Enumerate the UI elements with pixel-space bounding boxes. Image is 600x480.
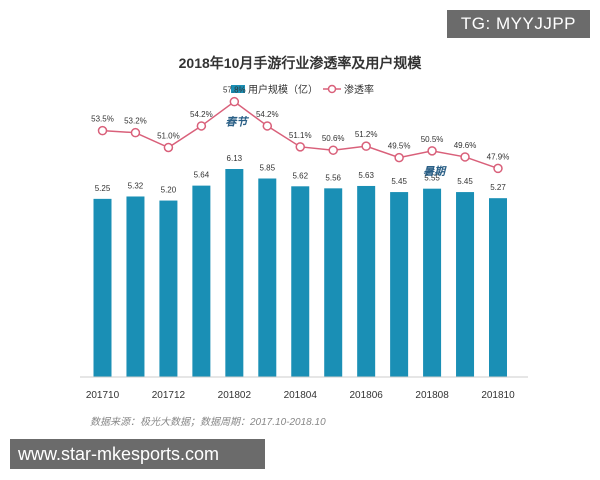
- bar-201801: [192, 185, 211, 377]
- x-tick-label-201710: 201710: [86, 390, 120, 401]
- bar-201807: [390, 192, 409, 377]
- chart-title: 2018年10月手游行业渗透率及用户规模: [179, 55, 423, 71]
- annotation-201808: 暑期: [423, 165, 447, 178]
- penetration-label-201802: 57.8%: [223, 86, 246, 95]
- penetration-point-201809: [460, 152, 470, 162]
- penetration-point-201803: [262, 121, 273, 131]
- bar-value-label-201809: 5.45: [457, 177, 473, 186]
- bar-value-label-201805: 5.56: [325, 173, 341, 182]
- penetration-label-201806: 51.2%: [355, 130, 378, 139]
- bar-201808: [423, 188, 442, 377]
- penetration-label-201710: 53.5%: [91, 115, 114, 124]
- penetration-label-201809: 49.6%: [454, 141, 477, 150]
- bar-201711: [126, 196, 145, 377]
- penetration-point-201802: [229, 96, 240, 107]
- source-note: 数据来源：极光大数据；数据周期：2017.10-2018.10: [90, 416, 326, 428]
- bar-201805: [324, 188, 343, 377]
- bar-value-label-201802: 6.13: [227, 154, 243, 163]
- x-tick-label-201804: 201804: [284, 390, 318, 401]
- bar-value-label-201807: 5.45: [391, 177, 407, 186]
- penetration-label-201804: 51.1%: [289, 131, 312, 140]
- bar-value-label-201803: 5.85: [260, 164, 276, 173]
- bar-201802: [225, 169, 244, 377]
- penetration-label-201711: 53.2%: [124, 117, 147, 126]
- chart-legend: 用户规模（亿） 渗透率: [231, 83, 374, 96]
- penetration-label-201803: 54.2%: [256, 110, 279, 119]
- penetration-label-201808: 50.5%: [421, 135, 444, 144]
- penetration-line-layer: [97, 96, 503, 174]
- bar-201809: [456, 192, 475, 377]
- x-tick-label-201810: 201810: [481, 390, 515, 401]
- penetration-point-201810: [493, 163, 503, 174]
- x-tick-label-201802: 201802: [218, 390, 252, 401]
- x-tick-labels: 201710 201712 201802 201804 201806 201808 2018…: [86, 390, 515, 401]
- penetration-point-201710: [97, 125, 108, 136]
- penetration-label-201810: 47.9%: [487, 152, 510, 161]
- penetration-point-201805: [328, 145, 338, 155]
- tg-watermark-badge: TG: MYYJJPP: [446, 10, 590, 38]
- bar-201712: [159, 200, 178, 377]
- bar-value-label-201712: 5.20: [161, 186, 177, 195]
- penetration-point-201801: [196, 121, 207, 131]
- bar-value-label-201810: 5.27: [490, 183, 506, 192]
- penetration-label-201712: 51.0%: [157, 132, 180, 141]
- bars-layer: [93, 169, 507, 377]
- annotation-201802: 春节: [225, 116, 249, 129]
- legend-label-line: 渗透率: [344, 83, 374, 96]
- legend-marker-line: [327, 84, 337, 94]
- penetration-point-201806: [361, 141, 371, 151]
- bar-value-label-201806: 5.63: [358, 171, 374, 180]
- penetration-point-201711: [130, 127, 141, 138]
- penetration-label-201807: 49.5%: [388, 142, 411, 151]
- bar-value-label-201710: 5.25: [95, 184, 111, 193]
- bar-201710: [93, 198, 112, 377]
- bar-value-label-201804: 5.62: [292, 171, 308, 180]
- bar-201810: [489, 198, 507, 377]
- bar-201803: [258, 178, 277, 377]
- penetration-label-201805: 50.6%: [322, 134, 345, 143]
- legend-swatch-bar: [231, 85, 245, 93]
- x-tick-label-201806: 201806: [349, 390, 383, 401]
- x-tick-label-201808: 201808: [415, 390, 449, 401]
- penetration-point-201804: [295, 142, 305, 152]
- bar-value-label-201808: 5.55: [424, 174, 440, 183]
- bar-201806: [357, 185, 376, 377]
- site-url-banner[interactable]: www.star-mkesports.com: [10, 439, 265, 469]
- bar-value-label-201801: 5.64: [194, 171, 210, 180]
- x-tick-label-201712: 201712: [152, 390, 186, 401]
- legend-label-bar: 用户规模（亿）: [248, 83, 318, 96]
- bar-value-label-201711: 5.32: [128, 181, 144, 190]
- penetration-point-201807: [394, 152, 404, 163]
- labels-layer: 5.25 5.32 5.20 5.64 6.13 5.85 5.62 5.56 5.63 5.45…: [91, 86, 509, 195]
- bar-201804: [291, 186, 310, 377]
- penetration-point-201712: [163, 142, 174, 153]
- penetration-label-201801: 54.2%: [190, 110, 213, 119]
- penetration-point-201808: [427, 146, 437, 156]
